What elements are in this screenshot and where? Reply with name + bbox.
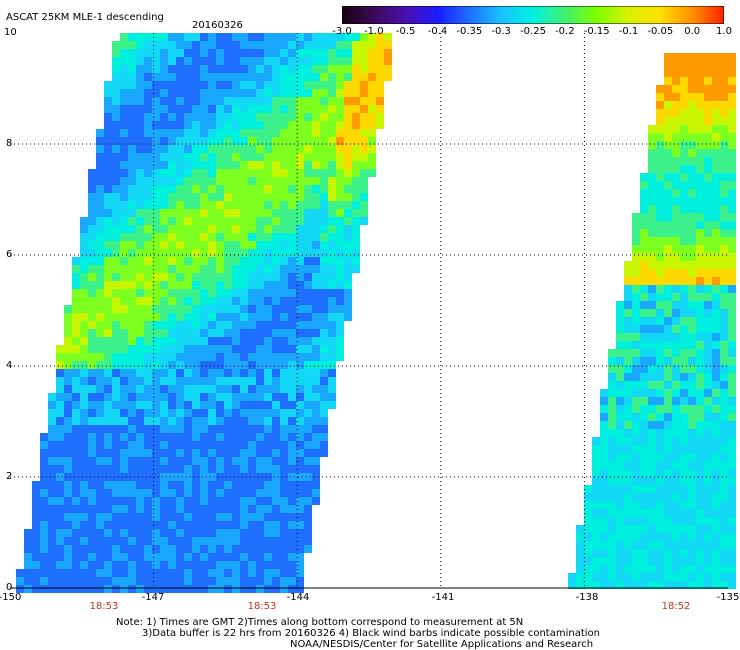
- x-tick-141: -141: [431, 592, 455, 603]
- pass-time-2: 18:53: [247, 601, 277, 612]
- colorbar: [342, 6, 724, 24]
- colorbar-label: -0.05: [647, 26, 674, 37]
- y-tick-4: 4: [6, 360, 13, 371]
- x-tick-144: -144: [286, 592, 310, 603]
- note-line-1: Note: 1) Times are GMT 2)Times along bot…: [116, 617, 524, 628]
- y-tick-0: 0: [6, 582, 13, 593]
- swath-right: [568, 53, 736, 589]
- product-title: ASCAT 25KM MLE-1 descending: [6, 12, 164, 23]
- y-tick-8: 8: [6, 138, 13, 149]
- colorbar-label: -0.1: [618, 26, 639, 37]
- colorbar-label: -0.3: [491, 26, 511, 37]
- colorbar-gradient: [342, 6, 724, 24]
- colorbar-label: -0.35: [456, 26, 483, 37]
- pass-time-1: 18:53: [89, 601, 119, 612]
- y-tick-2: 2: [6, 471, 13, 482]
- gridlines: [10, 33, 728, 588]
- note-line-3: NOAA/NESDIS/Center for Satellite Applica…: [290, 639, 594, 650]
- colorbar-label: -1.0: [364, 26, 384, 37]
- colorbar-label: -0.25: [520, 26, 546, 37]
- x-tick-138: -138: [575, 592, 599, 603]
- x-tick-147: -147: [141, 592, 165, 603]
- x-tick-150: -150: [0, 592, 22, 603]
- note-line-2: 3)Data buffer is 22 hrs from 20160326 4)…: [142, 628, 600, 639]
- pass-time-3: 18:52: [661, 601, 691, 612]
- date-label: 20160326: [192, 20, 243, 31]
- y-tick-6: 6: [6, 249, 13, 260]
- x-tick-135: -135: [716, 592, 740, 603]
- swath-left: [16, 33, 392, 593]
- colorbar-label: -0.15: [583, 26, 610, 37]
- colorbar-label: -0.5: [395, 26, 416, 37]
- colorbar-label: 0.0: [684, 26, 701, 37]
- colorbar-label: -0.4: [427, 26, 448, 37]
- colorbar-label: -3.0: [332, 26, 352, 37]
- colorbar-label: -0.2: [555, 26, 575, 37]
- y-tick-10: 10: [4, 27, 17, 38]
- colorbar-label: 1.0: [716, 26, 732, 37]
